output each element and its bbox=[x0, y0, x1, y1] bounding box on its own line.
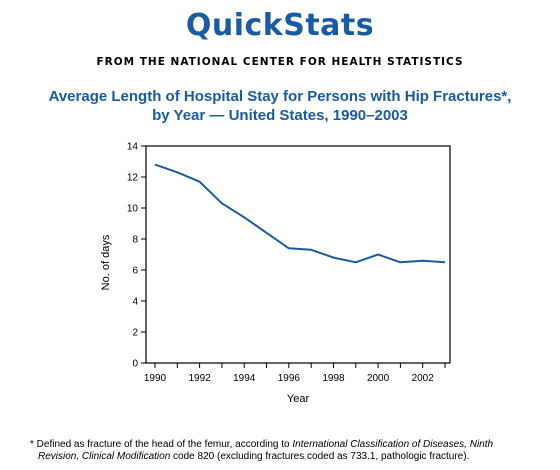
source-line: FROM THE NATIONAL CENTER FOR HEALTH STAT… bbox=[96, 56, 464, 68]
y-tick-label: 12 bbox=[127, 173, 139, 184]
chart-title-line2: by Year — United States, 1990–2003 bbox=[152, 107, 408, 124]
x-tick-label: 2000 bbox=[367, 373, 390, 384]
y-tick-label: 2 bbox=[132, 328, 138, 339]
chart-title: Average Length of Hospital Stay for Pers… bbox=[20, 87, 540, 125]
x-tick-label: 1994 bbox=[233, 373, 256, 384]
y-tick-label: 8 bbox=[132, 235, 138, 246]
plot-frame bbox=[145, 145, 451, 364]
x-tick-label: 1992 bbox=[188, 373, 211, 384]
x-tick-label: 1998 bbox=[322, 373, 345, 384]
footnote: * Defined as fracture of the head of the… bbox=[30, 439, 550, 463]
y-tick-label: 0 bbox=[132, 359, 138, 370]
x-tick-label: 1996 bbox=[278, 373, 301, 384]
footnote-text-b: International Classification of Diseases… bbox=[292, 439, 494, 450]
series-line bbox=[154, 163, 446, 264]
footnote-text-a: Defined as fracture of the head of the f… bbox=[33, 439, 293, 450]
y-tick-label: 14 bbox=[127, 142, 139, 153]
y-tick-label: 6 bbox=[132, 266, 138, 277]
masthead-title: QuickStats bbox=[185, 8, 375, 43]
y-tick-label: 10 bbox=[127, 204, 139, 215]
footnote-text-c: Revision, Clinical Modification bbox=[38, 451, 171, 462]
y-tick-label: 4 bbox=[132, 297, 138, 308]
footnote-marker: * bbox=[30, 439, 34, 450]
x-axis-label: Year bbox=[287, 393, 310, 405]
x-tick-label: 1990 bbox=[144, 373, 167, 384]
chart-title-line1: Average Length of Hospital Stay for Pers… bbox=[48, 88, 512, 105]
y-axis-label: No. of days bbox=[100, 234, 112, 290]
x-tick-label: 2002 bbox=[412, 373, 435, 384]
footnote-text-d: code 820 (excluding fractures coded as 7… bbox=[170, 451, 470, 462]
